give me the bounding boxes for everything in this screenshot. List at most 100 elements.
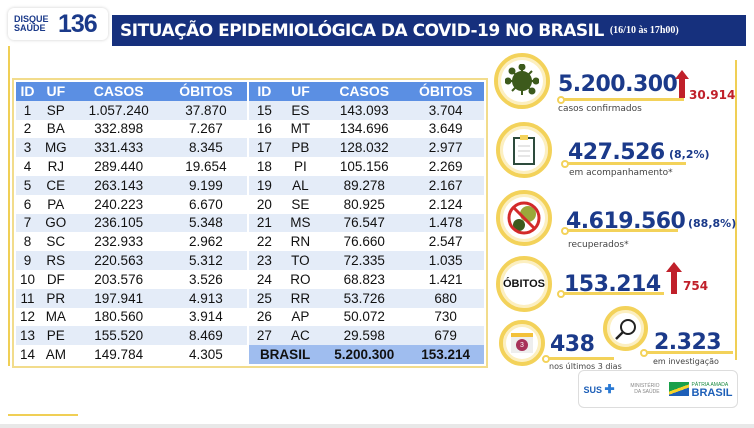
table-cell: 263.143 — [72, 175, 165, 195]
table-cell: 20 — [256, 196, 272, 212]
table-cell: ES — [279, 100, 322, 120]
column-header: CASOS — [72, 82, 165, 101]
table-header: ID UF CASOS ÓBITOS — [249, 82, 484, 101]
table-cell: AL — [279, 175, 322, 195]
table-cell: 76.547 — [321, 213, 408, 233]
table-cell: 16 — [256, 121, 272, 137]
calendar-day: 3 — [516, 339, 528, 351]
table-cell: 22 — [256, 234, 272, 250]
table-cell: 8 — [23, 234, 32, 250]
table-cell: DF — [46, 271, 65, 287]
ministerio-saude-logo: MINISTÉRIO DA SAÚDE — [630, 383, 660, 395]
table-row: 10 DF 203.576 3.526 — [16, 270, 247, 289]
table-cell: 4.913 — [164, 288, 248, 308]
table-cell: 10 — [20, 271, 36, 287]
table-cell: 18 — [256, 159, 272, 175]
table-row: 27 AC 29.598 679 — [249, 326, 484, 346]
table-cell: 9 — [16, 251, 40, 270]
table-cell: 105.156 — [339, 159, 389, 175]
logo-number: 136 — [58, 9, 98, 38]
table-cell: MG — [39, 138, 73, 158]
recovered-pct: (88,8%) — [688, 217, 737, 230]
total-row: BRASIL 5.200.300 153.214 — [249, 345, 484, 364]
column-header: ÓBITOS — [164, 82, 248, 101]
table-cell: RJ — [47, 159, 65, 175]
logo-line2: SAÚDE — [14, 23, 46, 33]
table-cell: 24 — [256, 271, 272, 287]
table-cell: PI — [294, 159, 307, 175]
table-cell: PA — [47, 196, 65, 212]
table-cell: 149.784 — [94, 347, 144, 363]
page-title: SITUAÇÃO EPIDEMIOLÓGICA DA COVID-19 NO B… — [120, 20, 604, 41]
underline — [564, 292, 664, 295]
table-row: 19 AL 89.278 2.167 — [249, 175, 484, 195]
table-cell: 26 — [256, 309, 272, 325]
table-cell: AP — [291, 309, 310, 325]
investigation-value: 2.323 — [654, 330, 722, 355]
table-cell: 27 — [249, 326, 280, 346]
column-header: CASOS — [321, 82, 408, 101]
deaths-increase: 754 — [683, 279, 709, 293]
table-cell: 240.223 — [94, 196, 144, 212]
states-table-right: ID UF CASOS ÓBITOS 15 ES 143.093 3.704 16 MT 134.6… — [249, 82, 484, 364]
table-cell: MT — [290, 121, 311, 137]
table-row: 24 RO 68.823 1.421 — [249, 270, 484, 289]
disque-saude-136-logo: DISQUE SAÚDE 136 — [8, 8, 108, 40]
confirmed-label: casos confirmados — [558, 104, 642, 114]
monitoring-value: 427.526 — [568, 140, 665, 165]
table-cell: 5.348 — [164, 213, 248, 233]
table-cell: 1.057.240 — [72, 100, 165, 120]
table-cell: 21 — [249, 213, 280, 233]
confirmed-cases-value: 5.200.300 — [558, 72, 678, 97]
table-cell: RR — [279, 288, 322, 308]
calendar-icon: 3 — [499, 320, 545, 366]
underline — [549, 357, 614, 360]
underline — [564, 98, 684, 101]
table-cell: MA — [45, 309, 66, 325]
underline — [568, 229, 678, 232]
table-cell: 3.526 — [189, 271, 223, 287]
table-row: 20 SE 80.925 2.124 — [249, 195, 484, 214]
sus-logo: SUS ✚ — [583, 382, 615, 396]
table-row: 8 SC 232.933 2.962 — [16, 232, 247, 251]
table-cell: 2 — [23, 121, 32, 137]
table-row: 2 BA 332.898 7.267 — [16, 120, 247, 139]
table-cell: 6.670 — [189, 196, 223, 212]
table-cell: 1.421 — [428, 271, 463, 287]
confirmed-increase: 30.914 — [689, 88, 736, 102]
table-cell: 29.598 — [321, 326, 408, 346]
virus-icon — [494, 53, 550, 109]
frame-line — [735, 60, 737, 360]
table-cell: 37.870 — [164, 100, 248, 120]
table-cell: 236.105 — [72, 213, 165, 233]
table-cell: 332.898 — [94, 121, 144, 137]
table-row: 1 SP 1.057.240 37.870 — [16, 100, 248, 120]
table-cell: 13 — [16, 326, 40, 346]
table-cell: 7 — [16, 213, 40, 233]
table-cell: 50.072 — [343, 309, 385, 325]
table-cell: RS — [39, 251, 73, 270]
clipboard-icon — [496, 122, 552, 178]
table-cell: 1.035 — [407, 251, 484, 270]
table-row: 12 MA 180.560 3.914 — [16, 308, 247, 327]
table-cell: AM — [45, 347, 66, 363]
table-cell: RN — [290, 234, 311, 250]
table-cell: 4 — [23, 159, 32, 175]
column-header: ID — [249, 82, 280, 101]
table-row: 7 GO 236.105 5.348 — [16, 213, 248, 233]
total-deaths: 153.214 — [407, 345, 484, 364]
table-cell: 679 — [407, 326, 484, 346]
table-cell: GO — [39, 213, 73, 233]
column-header: ID — [16, 82, 40, 101]
column-header: UF — [279, 82, 322, 101]
table-row: 16 MT 134.696 3.649 — [249, 120, 484, 139]
table-cell: PE — [39, 326, 73, 346]
states-table-left: ID UF CASOS ÓBITOS 1 SP 1.057.240 37.870 2 BA 332.… — [16, 82, 248, 364]
update-date: (16/10 às 17h00) — [609, 25, 679, 36]
table-cell: 12 — [20, 309, 36, 325]
table-cell: 14 — [20, 347, 36, 363]
underline — [647, 351, 733, 354]
table-cell: 15 — [249, 100, 280, 120]
last3-value: 438 — [550, 332, 595, 357]
table-cell: 3.649 — [428, 121, 463, 137]
